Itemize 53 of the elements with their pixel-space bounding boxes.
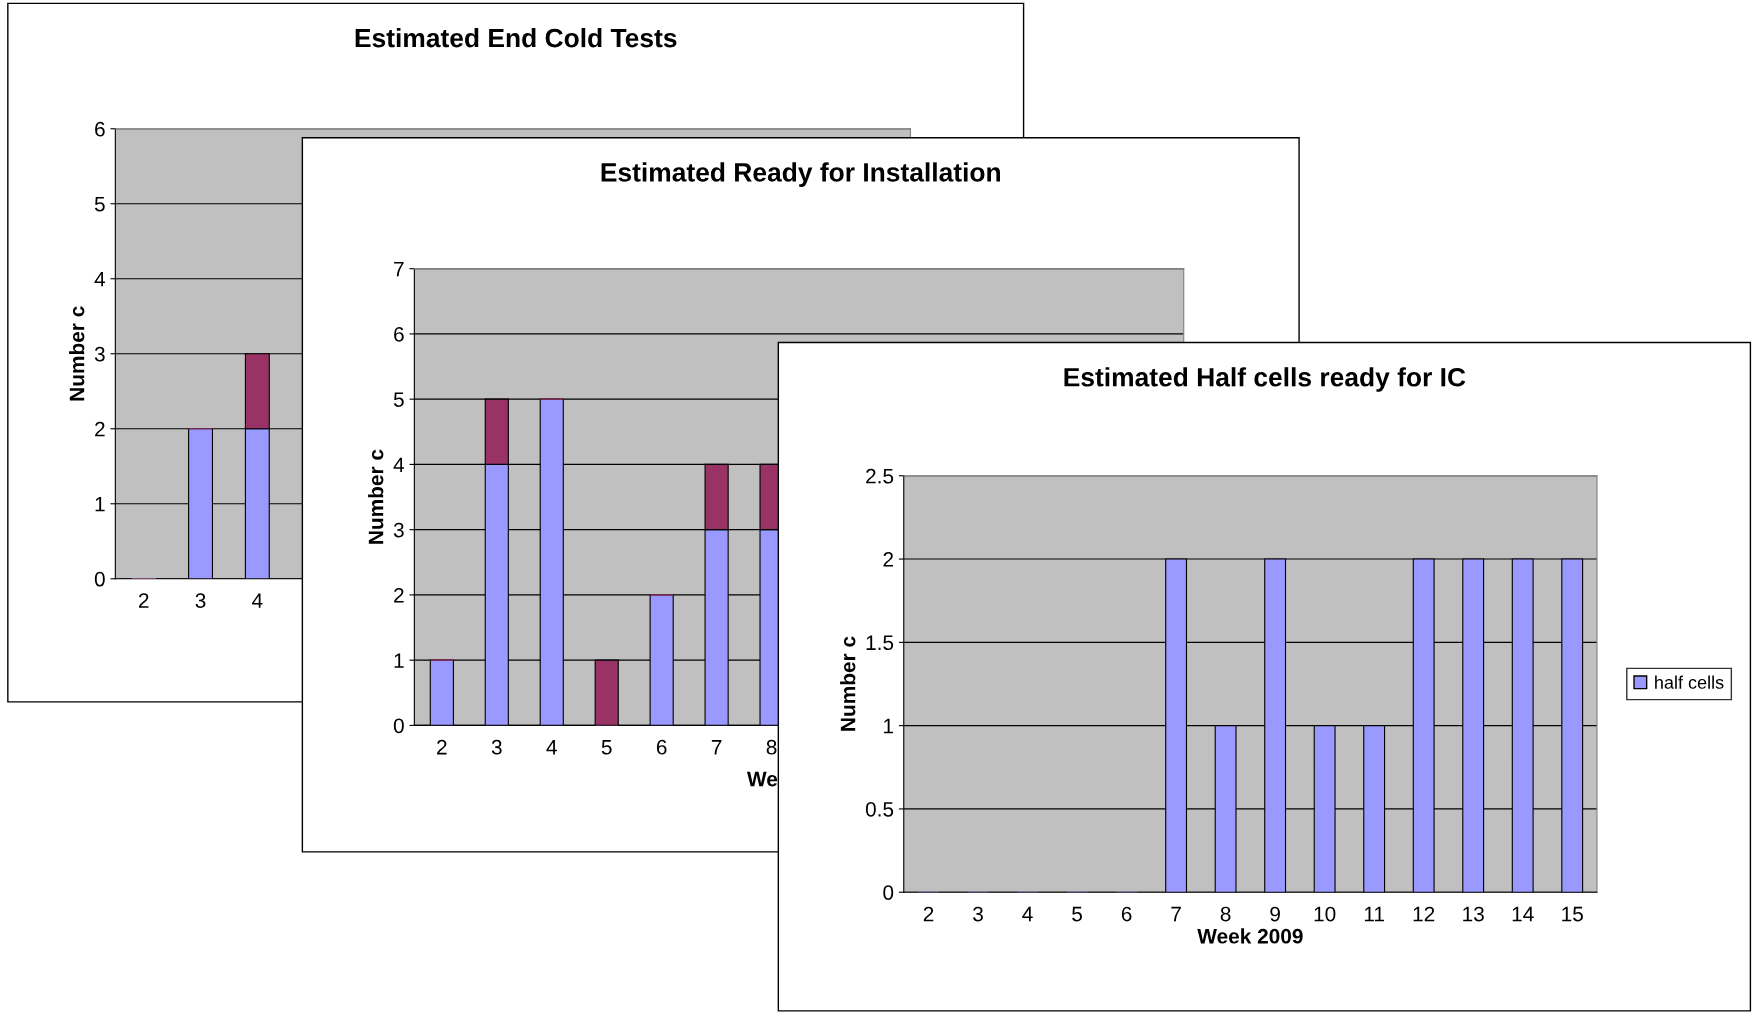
y-tick-label: 0 xyxy=(393,718,404,734)
y-tick-label: 1 xyxy=(95,496,105,512)
y-tick-label: 2 xyxy=(883,552,893,567)
x-tick-label: 2 xyxy=(437,739,447,755)
y-tick-label: 1 xyxy=(394,653,404,668)
x-tick-label: 3 xyxy=(491,739,502,755)
y-axis-title: Number c xyxy=(69,306,85,401)
y-tick-label: 6 xyxy=(394,326,404,342)
x-tick-label: 13 xyxy=(1463,906,1484,922)
x-tick-label: 4 xyxy=(252,593,263,608)
y-tick-label: 7 xyxy=(394,261,404,277)
x-tick-label: 8 xyxy=(1220,906,1231,922)
y-tick-label: 0.5 xyxy=(865,801,894,817)
y-tick-label: 1 xyxy=(884,718,894,734)
y-tick-label: 3 xyxy=(94,346,105,362)
x-tick-label: 12 xyxy=(1413,906,1435,922)
x-tick-label: 7 xyxy=(711,740,722,755)
x-tick-label: 9 xyxy=(1270,906,1280,922)
x-tick-label: 4 xyxy=(546,740,557,755)
x-tick-label: 2 xyxy=(139,593,149,608)
y-axis-title: Number c xyxy=(840,636,856,731)
legend-label: half cells xyxy=(1655,675,1724,689)
y-axis-title: Number c xyxy=(368,449,384,544)
x-tick-label: 11 xyxy=(1364,906,1384,922)
y-tick-label: 6 xyxy=(95,121,105,137)
x-tick-label: 6 xyxy=(1121,906,1132,922)
y-tick-label: 5 xyxy=(393,392,404,407)
chart-title: Estimated Half cells ready for IC xyxy=(1064,367,1466,392)
x-tick-label: 4 xyxy=(1022,906,1033,922)
x-tick-label: 14 xyxy=(1512,906,1534,922)
x-tick-label: 6 xyxy=(656,739,667,755)
y-tick-label: 0 xyxy=(94,571,105,587)
y-tick-label: 2.5 xyxy=(866,468,894,484)
x-tick-label: 5 xyxy=(1072,906,1082,922)
y-tick-label: 4 xyxy=(393,457,405,472)
x-tick-label: 8 xyxy=(766,739,777,755)
y-tick-label: 4 xyxy=(94,271,106,287)
chart-title: Estimated Ready for Installation xyxy=(601,162,1000,187)
chart-title: Estimated End Cold Tests xyxy=(355,28,677,48)
x-tick-label: 3 xyxy=(195,593,206,608)
y-tick-label: 2 xyxy=(95,421,105,437)
x-axis-title: Week 2009 xyxy=(1197,928,1303,944)
x-tick-label: 2 xyxy=(923,906,934,922)
x-tick-label: 10 xyxy=(1314,906,1336,922)
y-tick-label: 0 xyxy=(883,885,894,900)
y-tick-label: 5 xyxy=(94,196,105,212)
x-tick-label: 5 xyxy=(601,740,612,755)
x-tick-label: 15 xyxy=(1562,906,1583,922)
x-tick-label: 7 xyxy=(1171,906,1181,922)
x-axis-title: We xyxy=(746,771,778,787)
y-tick-label: 1.5 xyxy=(866,635,894,651)
x-tick-label: 3 xyxy=(973,906,983,922)
y-tick-label: 3 xyxy=(393,522,404,538)
